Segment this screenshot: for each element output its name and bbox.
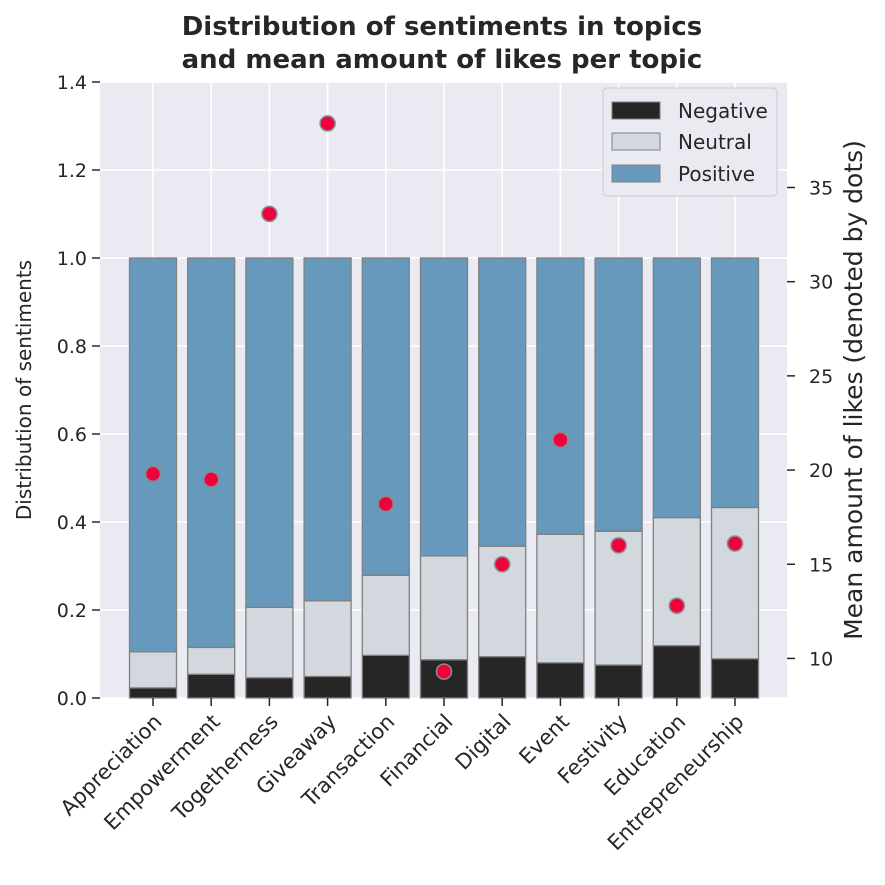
bar-neutral-entrepreneurship [710, 506, 760, 660]
y2-tick-label-5: 35 [809, 177, 833, 199]
legend-swatch-positive [611, 164, 661, 183]
likes-dot-appreciation [144, 465, 162, 483]
bar-negative-digital [478, 655, 527, 699]
bar-positive-festivity [594, 257, 643, 532]
y-tick-label-6: 1.2 [57, 160, 87, 182]
y-tick-label-7: 1.4 [57, 72, 87, 94]
y2-axis-label: Mean amount of likes (denoted by dots) [839, 140, 868, 640]
bar-positive-entrepreneurship [710, 257, 760, 509]
bar-positive-giveaway [303, 257, 352, 602]
left-axis-ticks: 0.0 0.2 0.4 0.6 0.8 1.0 1.2 1.4 [57, 72, 100, 710]
chart-title-line-2: and mean amount of likes per topic [182, 45, 703, 75]
likes-dot-empowerment [202, 471, 220, 488]
bar-neutral-appreciation [128, 651, 178, 689]
bar-negative-appreciation [128, 687, 178, 699]
legend-label-neutral: Neutral [678, 130, 752, 154]
bar-positive-education [652, 257, 701, 519]
x-tick-label-appreciation: Appreciation [56, 710, 167, 821]
likes-dot-entrepreneurship [726, 535, 744, 552]
x-axis-ticks: AppreciationEmpowermentTogethernessGivea… [56, 698, 749, 855]
bar-negative-event [536, 662, 585, 699]
likes-dot-digital [493, 555, 511, 573]
bar-negative-education [652, 644, 701, 699]
bar-neutral-event [536, 533, 585, 664]
y-tick-label-1: 0.2 [57, 600, 87, 622]
right-axis-ticks: 10 15 20 25 30 35 [787, 177, 833, 670]
y2-tick-label-4: 30 [809, 272, 833, 294]
bar-positive-event [536, 257, 585, 535]
y2-tick-label-1: 15 [809, 554, 833, 576]
legend: Negative Neutral Positive [602, 87, 778, 197]
bar-negative-giveaway [303, 675, 352, 699]
legend-swatch-neutral [611, 132, 661, 151]
y-tick-label-5: 1.0 [57, 248, 87, 270]
likes-dots [144, 115, 744, 680]
likes-dot-togetherness [261, 205, 278, 223]
likes-dot-education [668, 597, 686, 614]
bar-neutral-education [652, 516, 701, 647]
bar-negative-empowerment [187, 673, 236, 699]
y-tick-label-4: 0.8 [57, 336, 87, 358]
likes-dot-financial [435, 663, 453, 680]
x-tick-label-digital: Digital [451, 710, 516, 775]
likes-dot-giveaway [319, 115, 336, 132]
legend-label-positive: Positive [678, 162, 755, 186]
bar-neutral-empowerment [187, 646, 236, 675]
y-tick-label-2: 0.4 [57, 512, 87, 534]
bar-positive-appreciation [128, 257, 178, 653]
y2-tick-label-0: 10 [809, 648, 833, 670]
bar-positive-togetherness [245, 257, 294, 609]
legend-swatch-negative [611, 101, 661, 120]
bar-neutral-financial [419, 555, 469, 661]
chart-title-line-1: Distribution of sentiments in topics [182, 12, 703, 42]
bar-positive-transaction [361, 257, 410, 576]
y-tick-label-3: 0.6 [57, 424, 87, 446]
bar-positive-digital [478, 257, 527, 547]
likes-dot-transaction [377, 495, 395, 513]
likes-dot-event [552, 431, 569, 449]
bar-positive-financial [419, 257, 469, 557]
bar-neutral-giveaway [303, 600, 352, 678]
bar-neutral-transaction [361, 574, 410, 656]
bar-neutral-togetherness [245, 606, 294, 679]
y2-tick-label-3: 25 [809, 366, 833, 388]
likes-dot-festivity [610, 537, 627, 554]
bar-negative-togetherness [245, 677, 294, 699]
y-tick-label-0: 0.0 [57, 688, 87, 710]
bar-negative-entrepreneurship [710, 658, 760, 699]
legend-label-negative: Negative [678, 99, 768, 123]
y-axis-label: Distribution of sentiments [12, 260, 36, 520]
bar-positive-empowerment [187, 257, 236, 649]
bar-negative-festivity [594, 664, 643, 699]
bar-negative-transaction [361, 654, 410, 699]
bars [128, 257, 760, 699]
y2-tick-label-2: 20 [809, 460, 833, 482]
